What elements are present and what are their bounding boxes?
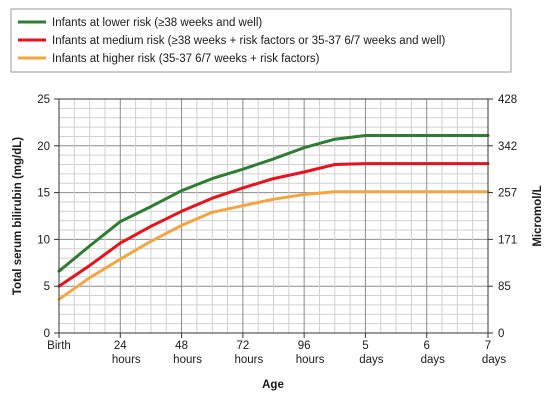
x-tick-label: 6 <box>424 340 430 352</box>
y-right-tick-label: 257 <box>498 188 517 200</box>
y-tick-label: 25 <box>37 94 50 106</box>
legend-label-3: Infants at higher risk (35-37 6/7 weeks … <box>52 53 320 65</box>
y-tick-label: 5 <box>44 281 50 293</box>
plot-frame <box>58 98 489 334</box>
series-line-3 <box>57 190 490 301</box>
y-tick-label: 10 <box>37 234 50 246</box>
x-tick-label: 5 <box>362 340 368 352</box>
y-right-tick-label: 85 <box>498 281 511 293</box>
y-tick-label: 0 <box>44 328 50 340</box>
series-line-2 <box>57 162 490 288</box>
x-tick-unit: days <box>359 354 384 366</box>
series-lines <box>57 134 490 301</box>
legend: Infants at lower risk (≥38 weeks and wel… <box>10 8 512 73</box>
legend-label-2: Infants at medium risk (≥38 weeks + risk… <box>52 35 445 47</box>
x-tick-label: Birth <box>47 340 71 352</box>
y-tick-label: 20 <box>37 141 50 153</box>
y-right-tick-label: 428 <box>498 94 517 106</box>
x-tick-label: 48 <box>175 340 188 352</box>
x-tick-unit: days <box>482 354 507 366</box>
y-right-tick-label: 171 <box>498 234 517 246</box>
x-tick-unit: hours <box>112 354 141 366</box>
axes: 0 0 5 85 10 171 15 257 20 342 25 428 Birth 24 hours 48 h… <box>37 94 517 366</box>
x-tick-unit: hours <box>173 354 202 366</box>
legend-box <box>10 8 512 73</box>
legend-label-1: Infants at lower risk (≥38 weeks and wel… <box>52 17 262 29</box>
x-tick-label: 7 <box>485 340 491 352</box>
x-axis-title: Age <box>262 379 284 391</box>
x-tick-label: 24 <box>114 340 127 352</box>
y-right-tick-label: 0 <box>498 328 504 340</box>
y-right-tick-label: 342 <box>498 141 517 153</box>
x-tick-label: 72 <box>236 340 249 352</box>
grid <box>59 99 488 333</box>
y-tick-label: 15 <box>37 188 50 200</box>
x-tick-label: 96 <box>298 340 311 352</box>
y-axis-right-title: Micromol/L <box>532 185 544 246</box>
x-tick-unit: hours <box>234 354 263 366</box>
x-tick-unit: hours <box>296 354 325 366</box>
x-tick-unit: days <box>421 354 446 366</box>
series-line-1 <box>57 134 490 273</box>
y-axis-title: Total serum bilirubin (mg/dL) <box>12 137 24 295</box>
